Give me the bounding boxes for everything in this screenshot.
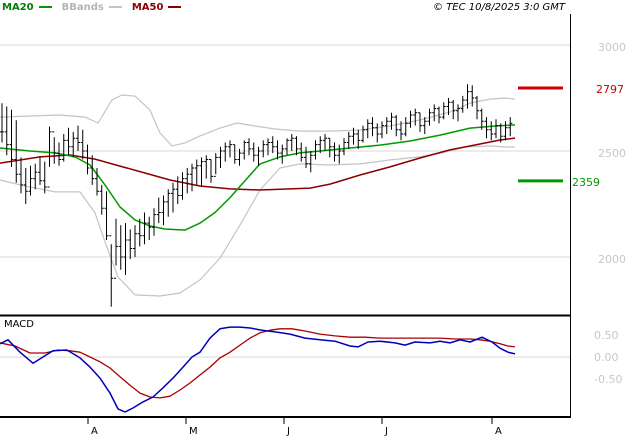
- macd-axis-tick-label: 0.50: [594, 329, 619, 342]
- support-level-label: 2359: [572, 176, 600, 189]
- ma20-legend-label: MA20: [2, 1, 34, 13]
- ma50-legend-swatch: [168, 6, 182, 8]
- ma50-line: [0, 137, 516, 191]
- bollinger-upper-band: [0, 94, 516, 147]
- ma50-legend-label: MA50: [131, 1, 164, 13]
- month-tick-label: A: [91, 426, 98, 437]
- bbands-legend-label: BBands: [61, 1, 104, 13]
- ohlc-bars: [0, 84, 513, 307]
- ma20-line: [0, 124, 516, 231]
- macd-line: [0, 326, 516, 413]
- legend-item-bbands: BBands: [62, 2, 122, 13]
- macd-axis-tick-label: 0.00: [594, 351, 619, 364]
- legend-item-ma50: MA50: [132, 2, 182, 13]
- month-tick-label: A: [495, 426, 502, 437]
- month-tick-label: M: [189, 426, 198, 437]
- ma20-legend-swatch: [38, 6, 52, 8]
- price-axis-tick-label: 2500: [598, 147, 626, 160]
- macd-axis-tick-label: -0.50: [594, 373, 622, 386]
- resistance-level-label: 2797: [596, 83, 624, 96]
- bollinger-lower-band: [0, 145, 515, 297]
- bbands-legend-swatch: [108, 6, 122, 8]
- legend-item-ma20: MA20: [2, 2, 52, 13]
- month-tick-label: J: [286, 426, 290, 437]
- month-tick-label: J: [384, 426, 388, 437]
- copyright-timestamp: © TEC 10/8/2025 3:0 GMT: [433, 2, 565, 13]
- price-axis-tick-label: 3000: [598, 41, 626, 54]
- price-axis-tick-label: 2000: [598, 253, 626, 266]
- macd-signal-line: [0, 328, 516, 399]
- indicator-legend: MA20 BBands MA50: [2, 1, 191, 13]
- macd-panel-label: MACD: [4, 319, 34, 330]
